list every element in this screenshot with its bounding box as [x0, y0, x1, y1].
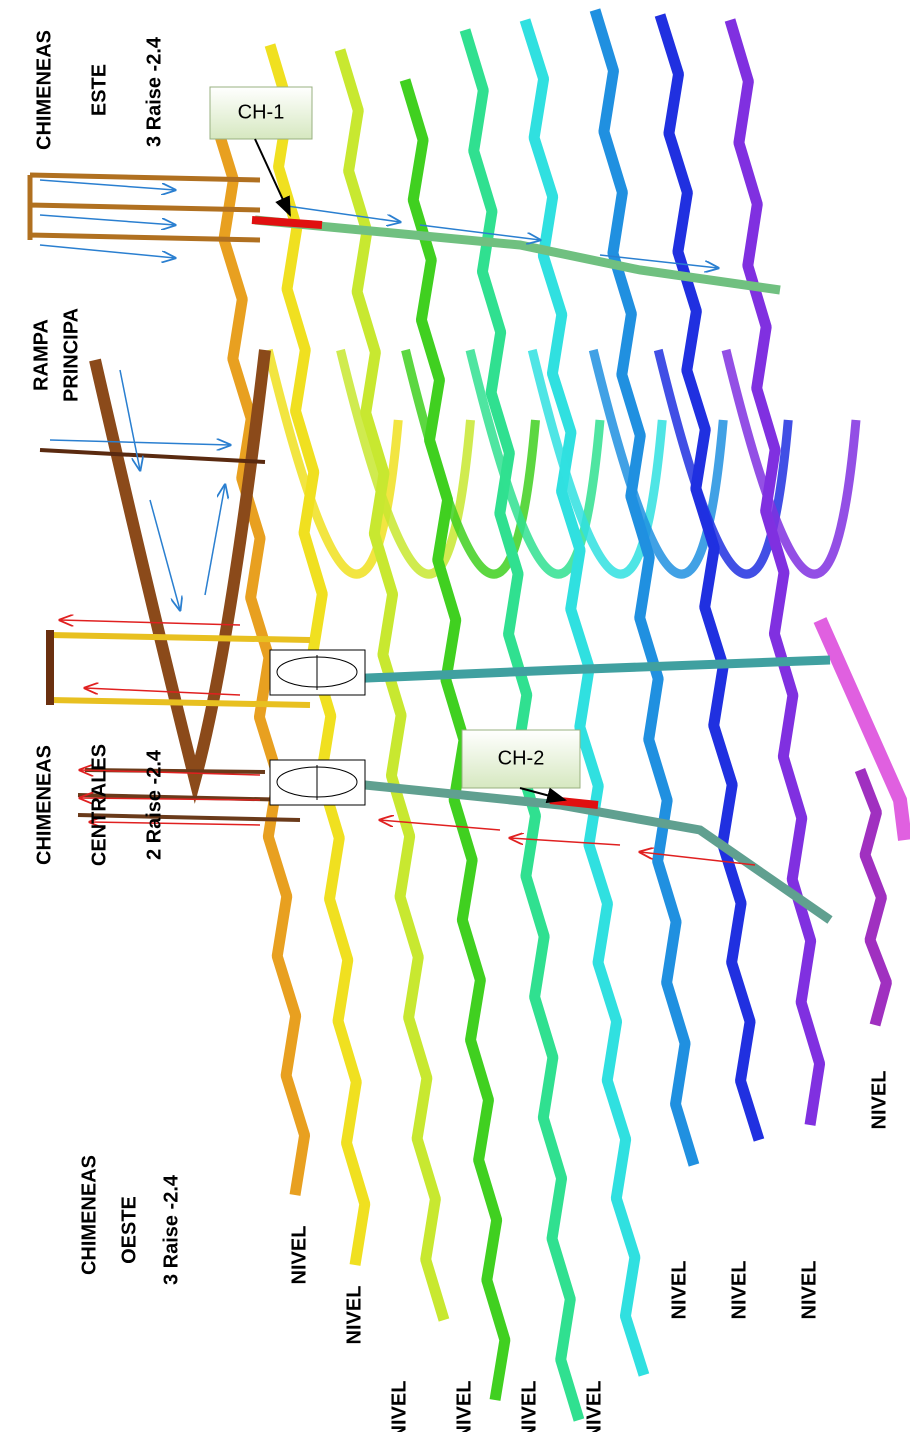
level-label: NIVEL	[668, 1261, 690, 1320]
fan	[270, 760, 365, 805]
label: OESTE	[118, 1196, 140, 1264]
callout-text: CH-1	[238, 101, 285, 123]
raise	[40, 450, 265, 462]
level-drift	[525, 20, 644, 1375]
level-label: NIVEL	[388, 1381, 410, 1432]
label: ESTE	[88, 64, 110, 116]
level-label: NIVEL	[453, 1381, 475, 1432]
level-label: NIVEL	[518, 1381, 540, 1432]
level-curve	[726, 350, 856, 574]
level-label: NIVEL	[798, 1261, 820, 1320]
ch1-marker	[252, 220, 322, 225]
level-curve	[341, 350, 471, 574]
label: 3 Raise -2.4	[160, 1174, 182, 1285]
level-label: NIVEL	[728, 1261, 750, 1320]
level-drift	[820, 620, 905, 840]
mine-diagram: CH-1 CH-2 CHIMENEAS ESTE 3 Raise -2.4 RA…	[0, 0, 910, 1432]
level-label: NIVEL	[343, 1286, 365, 1345]
label: 2 Raise -2.4	[143, 749, 165, 860]
label: CHIMENEAS	[78, 1155, 100, 1275]
level-label: NIVEL	[288, 1226, 310, 1285]
level-label: NIVEL	[583, 1381, 605, 1432]
level-drift	[860, 770, 887, 1025]
callout-text: CH-2	[498, 747, 545, 769]
label: CHIMENEAS	[33, 30, 55, 150]
label: 3 Raise -2.4	[143, 36, 165, 147]
label: CENTRALES	[88, 744, 110, 866]
fan	[270, 650, 365, 695]
ch2-marker	[550, 800, 598, 805]
level-label: NIVEL	[868, 1071, 890, 1130]
label: PRINCIPA	[60, 308, 82, 402]
label: CHIMENEAS	[33, 745, 55, 865]
label: RAMPA	[30, 319, 52, 391]
ramp	[95, 350, 265, 780]
